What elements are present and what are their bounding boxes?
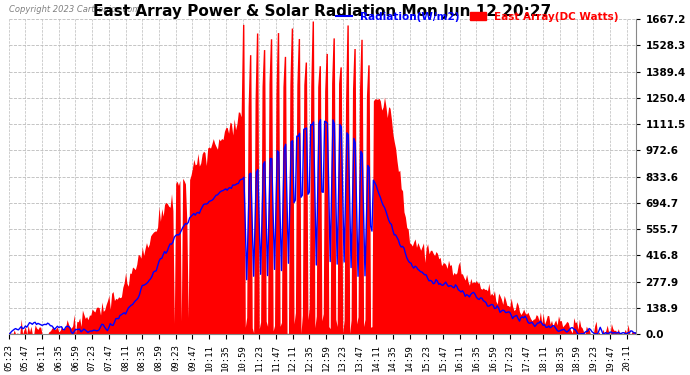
Text: Copyright 2023 Cartronics.com: Copyright 2023 Cartronics.com: [9, 6, 140, 15]
Legend: Radiation(W/m2), East Array(DC Watts): Radiation(W/m2), East Array(DC Watts): [336, 12, 619, 22]
Title: East Array Power & Solar Radiation Mon Jun 12 20:27: East Array Power & Solar Radiation Mon J…: [93, 4, 552, 19]
